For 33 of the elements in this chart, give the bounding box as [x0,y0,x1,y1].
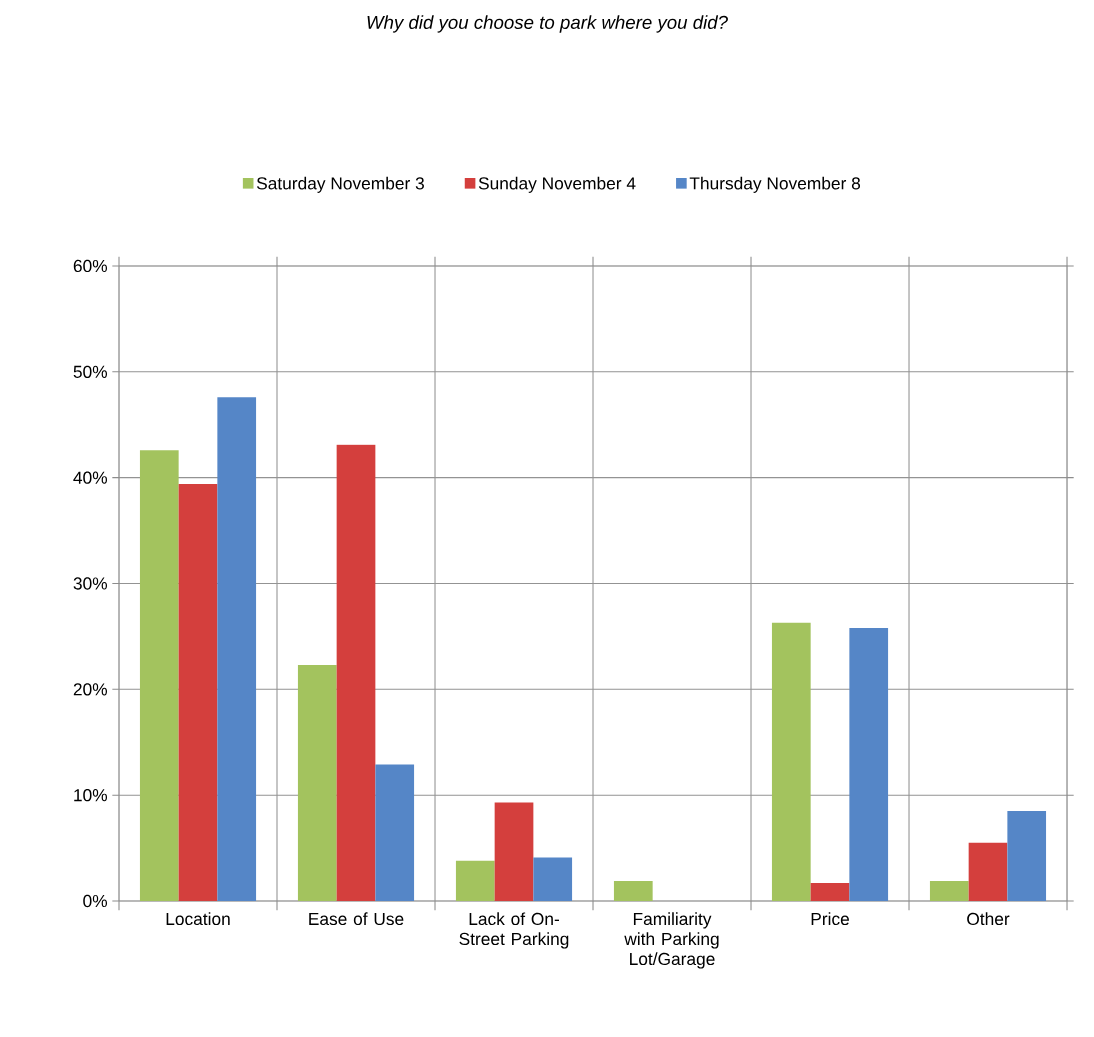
x-tick-label: Lack of On-Street Parking [459,912,569,949]
y-tick-label: 20% [73,683,108,696]
legend-label: Thursday November 8 [689,176,861,193]
y-tick-label: 0% [83,894,108,908]
bar [613,880,653,901]
y-tick-label: 10% [74,789,108,802]
y-tick-label: 50% [73,365,108,378]
bar [1007,811,1047,901]
bar [533,857,573,901]
bar [810,883,850,901]
bar [217,397,257,901]
x-tick-label: Other [967,912,1010,926]
bar [455,860,495,901]
x-tick-label: Location [166,912,230,926]
bar [139,450,179,901]
bar [929,880,969,901]
x-tick-label: Familiarity with Parking Lot/Garage [624,912,719,969]
chart-title: Why did you choose to park where you did? [367,15,728,33]
y-tick-label: 30% [73,577,108,590]
bar [968,842,1008,901]
bar [297,664,337,901]
x-tick-label: Ease of Use [309,912,404,926]
bar [178,484,218,901]
legend-label: Sunday November 4 [478,176,636,193]
bar [849,627,889,901]
bar [336,444,376,901]
y-tick-label: 60% [73,259,108,273]
legend-label: Saturday November 3 [256,176,424,193]
bar [375,764,415,901]
bar [494,802,534,901]
x-tick-label: Price [811,912,849,926]
bar [771,622,811,901]
y-tick-label: 40% [73,471,108,484]
